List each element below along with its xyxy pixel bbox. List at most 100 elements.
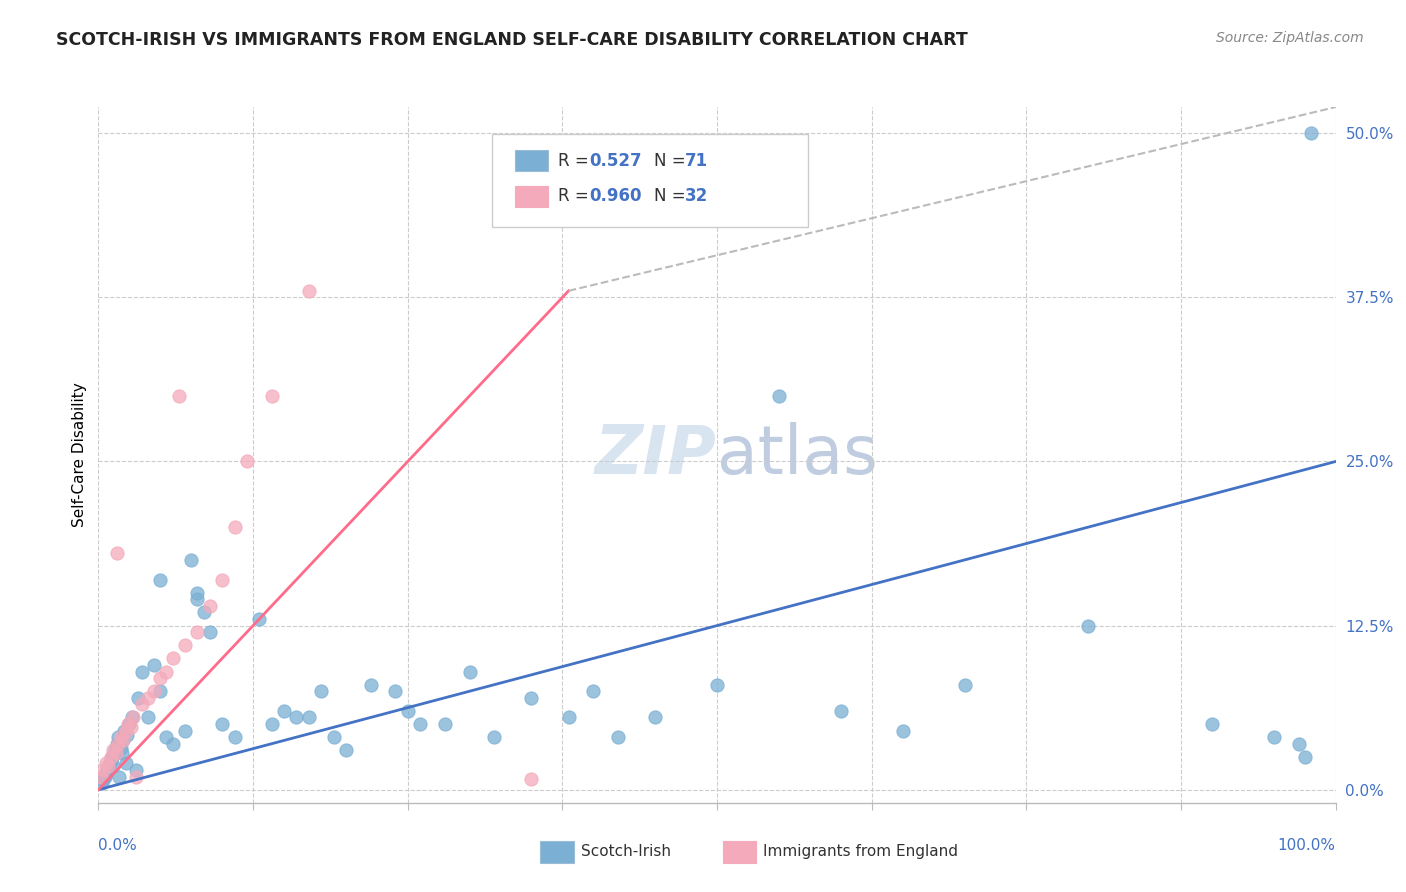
Text: N =: N = xyxy=(654,152,690,169)
Text: SCOTCH-IRISH VS IMMIGRANTS FROM ENGLAND SELF-CARE DISABILITY CORRELATION CHART: SCOTCH-IRISH VS IMMIGRANTS FROM ENGLAND … xyxy=(56,31,967,49)
Point xyxy=(706,678,728,692)
Point xyxy=(93,772,115,787)
Text: 0.0%: 0.0% xyxy=(98,838,138,854)
Point xyxy=(520,690,543,705)
Point xyxy=(174,638,197,652)
Point xyxy=(114,723,136,738)
Point xyxy=(1288,737,1310,751)
Point xyxy=(110,740,132,755)
Point xyxy=(104,746,127,760)
Point xyxy=(224,730,246,744)
Point xyxy=(273,704,295,718)
Point xyxy=(124,770,146,784)
Text: Source: ZipAtlas.com: Source: ZipAtlas.com xyxy=(1216,31,1364,45)
Point xyxy=(167,389,190,403)
Point xyxy=(143,684,166,698)
Point xyxy=(433,717,456,731)
Point xyxy=(118,717,141,731)
Text: atlas: atlas xyxy=(717,422,877,488)
Point xyxy=(94,767,117,781)
Text: 71: 71 xyxy=(685,152,707,169)
Point xyxy=(100,749,122,764)
Point xyxy=(120,720,142,734)
Point xyxy=(98,756,121,771)
Point xyxy=(198,599,221,613)
Point xyxy=(236,454,259,468)
Point xyxy=(1263,730,1285,744)
Point xyxy=(117,717,139,731)
Text: R =: R = xyxy=(558,187,595,205)
Point xyxy=(93,770,115,784)
Point xyxy=(260,717,283,731)
Point xyxy=(830,704,852,718)
Point xyxy=(644,710,666,724)
Text: R =: R = xyxy=(558,152,595,169)
Point xyxy=(1299,126,1322,140)
Text: 32: 32 xyxy=(685,187,709,205)
Text: Immigrants from England: Immigrants from England xyxy=(763,845,959,859)
Text: ZIP: ZIP xyxy=(595,422,717,488)
Point xyxy=(953,678,976,692)
Text: 100.0%: 100.0% xyxy=(1278,838,1336,854)
Point xyxy=(91,776,114,790)
Point xyxy=(607,730,630,744)
Point xyxy=(247,612,270,626)
Point xyxy=(582,684,605,698)
Point xyxy=(298,710,321,724)
Text: N =: N = xyxy=(654,187,690,205)
Point xyxy=(93,763,115,777)
Point xyxy=(100,754,122,768)
Point xyxy=(96,763,118,777)
Point xyxy=(90,770,112,784)
Point xyxy=(112,723,135,738)
Point xyxy=(131,665,153,679)
Point xyxy=(149,671,172,685)
Point xyxy=(155,730,177,744)
Point xyxy=(97,759,120,773)
Point xyxy=(211,573,233,587)
Point xyxy=(111,746,134,760)
Point xyxy=(309,684,332,698)
Point xyxy=(186,625,208,640)
Point xyxy=(557,710,579,724)
Point xyxy=(115,727,138,741)
Point xyxy=(298,284,321,298)
Point xyxy=(107,730,129,744)
Point xyxy=(103,743,125,757)
Point xyxy=(384,684,406,698)
Point xyxy=(112,732,135,747)
Point xyxy=(107,737,129,751)
Point xyxy=(105,546,128,560)
Point xyxy=(101,749,124,764)
Point xyxy=(484,730,506,744)
Point xyxy=(110,730,132,744)
Point xyxy=(97,759,120,773)
Point xyxy=(1077,618,1099,632)
Point xyxy=(103,759,125,773)
Point xyxy=(149,684,172,698)
Point xyxy=(193,606,215,620)
Point xyxy=(198,625,221,640)
Point xyxy=(260,389,283,403)
Point xyxy=(127,690,149,705)
Point xyxy=(180,553,202,567)
Point xyxy=(409,717,432,731)
Point xyxy=(322,730,344,744)
Point xyxy=(149,573,172,587)
Point xyxy=(162,737,184,751)
Point xyxy=(162,651,184,665)
Point xyxy=(174,723,197,738)
Point xyxy=(112,732,135,747)
Point xyxy=(103,743,125,757)
Text: 0.527: 0.527 xyxy=(589,152,641,169)
Point xyxy=(186,592,208,607)
Point xyxy=(155,665,177,679)
Point xyxy=(768,389,790,403)
Point xyxy=(104,746,127,760)
Point xyxy=(124,763,146,777)
Y-axis label: Self-Care Disability: Self-Care Disability xyxy=(72,383,87,527)
Point xyxy=(108,770,131,784)
Point xyxy=(458,665,481,679)
Point xyxy=(114,756,136,771)
Point xyxy=(1201,717,1223,731)
